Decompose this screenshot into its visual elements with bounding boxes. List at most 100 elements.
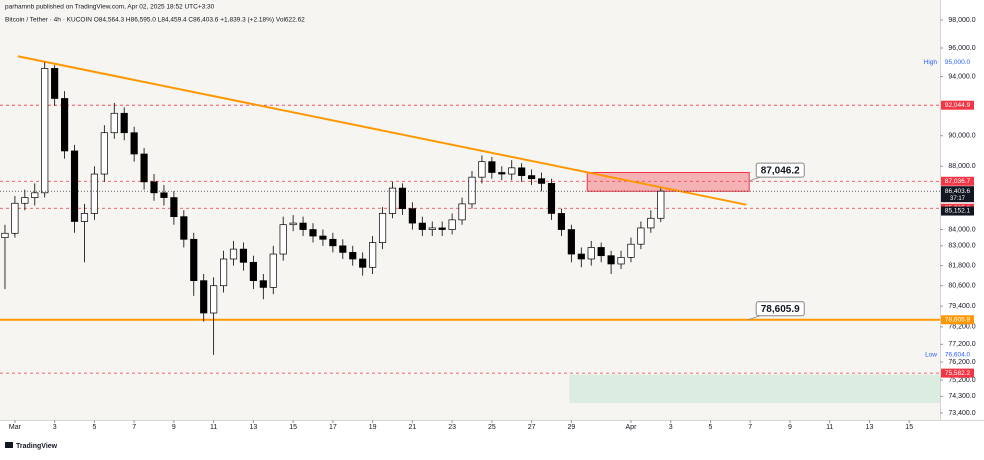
- brand: TradingView: [16, 443, 58, 450]
- candle-body: [627, 243, 635, 258]
- candle-body: [289, 222, 297, 226]
- extreme-value: 76,604.0: [945, 352, 971, 359]
- candle-body: [100, 132, 108, 175]
- x-tick-label: 13: [249, 424, 257, 431]
- y-tick-label: 81,800.0: [948, 262, 975, 269]
- price-label-box: [941, 176, 974, 186]
- candle-body: [150, 181, 158, 194]
- extreme-name: Low: [925, 352, 937, 359]
- candle-body: [478, 161, 486, 178]
- callout-label: 87,046.2: [761, 165, 800, 176]
- candle-body: [528, 175, 536, 180]
- trendline: [17, 55, 747, 206]
- price-label: 92,044.9: [945, 102, 971, 109]
- callout-pointer: [748, 315, 761, 321]
- price-label: 75,582.2: [945, 370, 971, 377]
- callout-pointer: [748, 176, 761, 182]
- candle-body: [468, 176, 476, 205]
- brand-logo: [5, 442, 13, 448]
- candle-body: [369, 242, 377, 268]
- candle-body: [617, 256, 625, 265]
- candle-body: [577, 253, 585, 260]
- candle-body: [508, 167, 516, 175]
- y-tick-label: 80,600.0: [948, 283, 975, 290]
- x-tick-label: 13: [866, 424, 874, 431]
- candle-body: [488, 161, 496, 173]
- candle-body: [210, 285, 218, 314]
- candle-body: [200, 280, 208, 314]
- y-tick-label: 78,200.0: [948, 324, 975, 331]
- x-tick-label: Mar: [9, 424, 22, 431]
- candle-body: [339, 245, 347, 253]
- x-tick-label: 25: [488, 424, 496, 431]
- candle-body: [239, 248, 248, 263]
- candle-body: [428, 227, 436, 230]
- x-tick-label: 3: [53, 424, 57, 431]
- candle-body: [120, 112, 128, 134]
- candle-body: [160, 192, 168, 198]
- candle-body: [21, 197, 29, 204]
- publisher: parhamnb published on TradingView.com, A…: [5, 4, 215, 11]
- candle-body: [299, 222, 307, 230]
- candle-body: [438, 227, 446, 230]
- candle-body: [269, 253, 277, 288]
- candle-body: [51, 68, 59, 99]
- y-tick-label: 96,000.0: [948, 45, 975, 52]
- candle-body: [229, 248, 238, 260]
- x-tick-label: 9: [788, 424, 792, 431]
- price-label: 85,152.1: [945, 208, 971, 215]
- x-tick-label: 19: [369, 424, 377, 431]
- candle-body: [647, 217, 655, 229]
- candle-body: [349, 252, 357, 260]
- x-tick-label: 11: [826, 424, 833, 431]
- y-tick-label: 77,200.0: [948, 341, 975, 348]
- y-tick-label: 84,000.0: [948, 226, 975, 233]
- x-tick-label: 21: [408, 424, 416, 431]
- zone: [586, 171, 750, 192]
- candle-body: [249, 261, 257, 282]
- price-label-box: [941, 315, 974, 325]
- x-tick-label: 23: [448, 424, 456, 431]
- callout-label: 78,605.9: [761, 304, 800, 315]
- price-label-box: [941, 100, 974, 110]
- x-tick-label: 7: [132, 424, 136, 431]
- candle-body: [359, 258, 367, 268]
- price-label: 87,036.7: [945, 178, 971, 185]
- y-tick-label: 88,000.0: [948, 163, 975, 170]
- price-label-box: [941, 368, 974, 378]
- candle-body: [259, 280, 267, 288]
- candle-body: [319, 235, 327, 240]
- candle-body: [180, 216, 188, 240]
- x-tick-label: 5: [709, 424, 713, 431]
- candle-body: [567, 229, 575, 255]
- x-tick-label: 5: [92, 424, 96, 431]
- candle-body: [31, 192, 39, 198]
- candle-body: [140, 153, 148, 183]
- last-price-box: [941, 186, 974, 203]
- x-tick-label: 9: [172, 424, 176, 431]
- extreme-name: High: [924, 59, 938, 66]
- y-tick-label: 75,200.0: [948, 377, 975, 384]
- x-tick-label: 15: [905, 424, 913, 431]
- candle-body: [408, 208, 416, 224]
- callout-box: [755, 162, 805, 178]
- countdown: 37:17: [950, 196, 966, 202]
- callout-box: [755, 301, 805, 317]
- candle-body: [1, 232, 9, 239]
- candle-body: [388, 187, 397, 214]
- y-tick-label: 76,200.0: [948, 359, 975, 366]
- candle-body: [537, 178, 546, 184]
- candle-body: [657, 190, 665, 219]
- x-tick-label: 27: [528, 424, 536, 431]
- candle-body: [170, 197, 178, 218]
- x-tick-label: 3: [669, 424, 673, 431]
- candle-body: [309, 229, 317, 237]
- candle-body: [329, 238, 337, 247]
- x-tick-label: 17: [329, 424, 337, 431]
- candle-body: [637, 227, 645, 245]
- candle-body: [90, 173, 98, 214]
- y-tick-label: 94,000.0: [948, 73, 975, 80]
- y-tick-label: 98,000.0: [948, 17, 975, 24]
